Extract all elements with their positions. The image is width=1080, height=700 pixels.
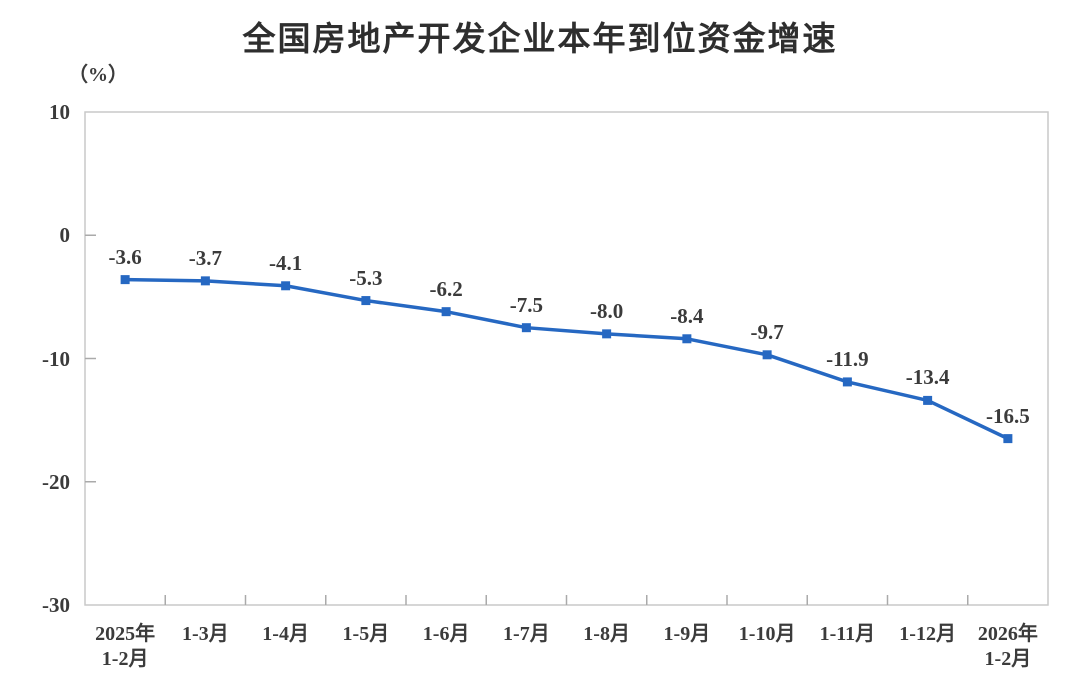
data-point-marker — [521, 323, 531, 333]
y-axis-unit-label: （%） — [68, 64, 128, 86]
data-point-marker — [842, 377, 852, 387]
data-line — [123, 277, 1010, 441]
data-point-marker — [762, 350, 772, 360]
data-point-marker — [120, 275, 130, 285]
data-point-marker — [281, 281, 291, 291]
data-point-marker — [441, 307, 451, 317]
data-point-marker — [200, 276, 210, 286]
data-point-marker — [923, 395, 933, 405]
data-point-marker — [682, 334, 692, 344]
plot-border — [84, 111, 1049, 606]
data-point-marker — [602, 329, 612, 339]
data-point-marker — [1003, 434, 1013, 444]
chart-title: 全国房地产开发企业本年到位资金增速 — [242, 20, 838, 57]
data-point-marker — [361, 296, 371, 306]
